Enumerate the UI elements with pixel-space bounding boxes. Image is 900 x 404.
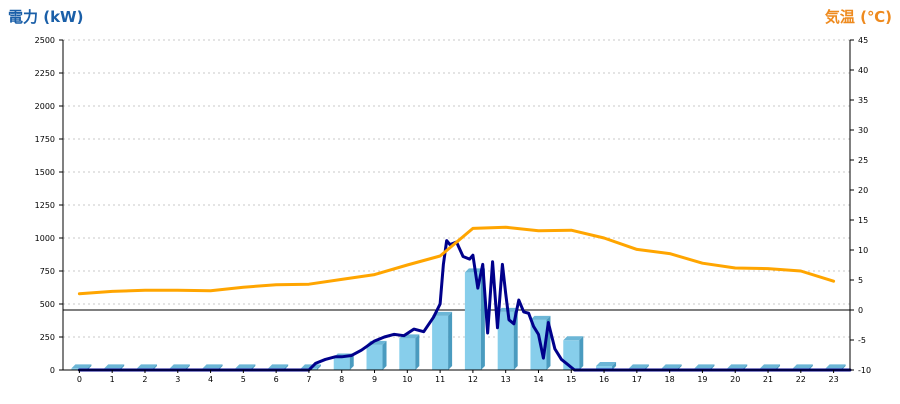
bar-side xyxy=(415,334,420,370)
bar-top xyxy=(596,362,617,367)
x-tick-label: 7 xyxy=(306,375,311,384)
x-tick-label: 11 xyxy=(435,375,445,384)
bar-top xyxy=(71,364,92,369)
bar xyxy=(432,311,453,370)
x-tick-label: 6 xyxy=(274,375,279,384)
right-tick-label: 0 xyxy=(858,306,863,315)
right-tick-label: 45 xyxy=(858,36,868,45)
x-tick-label: 17 xyxy=(632,375,642,384)
x-tick-label: 4 xyxy=(208,375,213,384)
bar-top xyxy=(694,364,715,369)
bar-top xyxy=(530,315,551,320)
bar-top xyxy=(825,364,846,369)
left-tick-label: 750 xyxy=(40,267,55,276)
x-tick-label: 8 xyxy=(339,375,344,384)
x-tick-label: 21 xyxy=(763,375,773,384)
bar-side xyxy=(448,311,453,370)
x-tick-label: 13 xyxy=(501,375,511,384)
bars-layer xyxy=(71,268,846,370)
power-line xyxy=(77,239,852,372)
x-tick-label: 1 xyxy=(110,375,115,384)
bar-top xyxy=(268,364,289,369)
bar-front xyxy=(464,272,481,370)
left-tick-label: 2000 xyxy=(35,102,55,111)
left-tick-label: 0 xyxy=(50,366,55,375)
right-tick-label: 5 xyxy=(858,276,863,285)
x-tick-label: 12 xyxy=(468,375,478,384)
bar xyxy=(596,362,617,370)
right-tick-label: 35 xyxy=(858,96,868,105)
x-tick-label: 0 xyxy=(77,375,82,384)
right-axis-title: 気温 (℃) xyxy=(824,8,892,26)
bar-top xyxy=(104,364,125,369)
bar-top xyxy=(136,364,157,369)
x-tick-label: 10 xyxy=(402,375,412,384)
bar-front xyxy=(497,311,514,370)
grid-layer xyxy=(63,39,850,338)
x-tick-label: 23 xyxy=(829,375,839,384)
left-tick-label: 1750 xyxy=(35,135,55,144)
x-tick-label: 18 xyxy=(665,375,675,384)
x-tick-label: 15 xyxy=(566,375,576,384)
bar-front xyxy=(596,366,613,370)
bar-top xyxy=(563,336,584,341)
x-tick-label: 16 xyxy=(599,375,609,384)
right-tick-label: 15 xyxy=(858,216,868,225)
left-tick-label: 250 xyxy=(40,333,55,342)
right-tick-label: -5 xyxy=(858,336,866,345)
left-tick-label: 1250 xyxy=(35,201,55,210)
bar-top xyxy=(202,364,223,369)
bar-front xyxy=(399,338,416,370)
x-tick-label: 20 xyxy=(730,375,740,384)
bar-top xyxy=(727,364,748,369)
left-tick-label: 1000 xyxy=(35,234,55,243)
right-tick-label: 10 xyxy=(858,246,868,255)
x-tick-label: 14 xyxy=(533,375,543,384)
right-tick-label: 20 xyxy=(858,186,868,195)
bar-top xyxy=(235,364,256,369)
left-tick-label: 2250 xyxy=(35,69,55,78)
left-axis-title: 電力 (kW) xyxy=(8,8,84,26)
left-tick-label: 1500 xyxy=(35,168,55,177)
bar-front xyxy=(333,357,350,370)
bar-side xyxy=(316,364,321,370)
temperature-line xyxy=(77,225,836,296)
bar xyxy=(464,268,485,370)
bar-side xyxy=(382,340,387,370)
bar-front xyxy=(432,315,449,370)
axes-layer: 02505007501000125015001750200022502500-1… xyxy=(35,36,871,384)
x-tick-label: 3 xyxy=(175,375,180,384)
right-tick-label: 30 xyxy=(858,126,868,135)
x-tick-label: 2 xyxy=(142,375,147,384)
bar-top xyxy=(628,364,649,369)
bar-side xyxy=(349,353,354,370)
lines-layer xyxy=(77,225,852,372)
bar-side xyxy=(612,362,617,370)
bar-top xyxy=(169,364,190,369)
right-tick-label: -10 xyxy=(858,366,871,375)
x-tick-label: 22 xyxy=(796,375,806,384)
bar xyxy=(399,334,420,370)
bar-front xyxy=(366,344,383,370)
x-tick-label: 19 xyxy=(697,375,707,384)
left-tick-label: 2500 xyxy=(35,36,55,45)
bar-top xyxy=(792,364,813,369)
right-tick-label: 40 xyxy=(858,66,868,75)
left-tick-label: 500 xyxy=(40,300,55,309)
x-tick-label: 9 xyxy=(372,375,377,384)
x-tick-label: 5 xyxy=(241,375,246,384)
right-tick-label: 25 xyxy=(858,156,868,165)
bar-top xyxy=(760,364,781,369)
bar-top xyxy=(661,364,682,369)
bar-side xyxy=(579,336,584,370)
